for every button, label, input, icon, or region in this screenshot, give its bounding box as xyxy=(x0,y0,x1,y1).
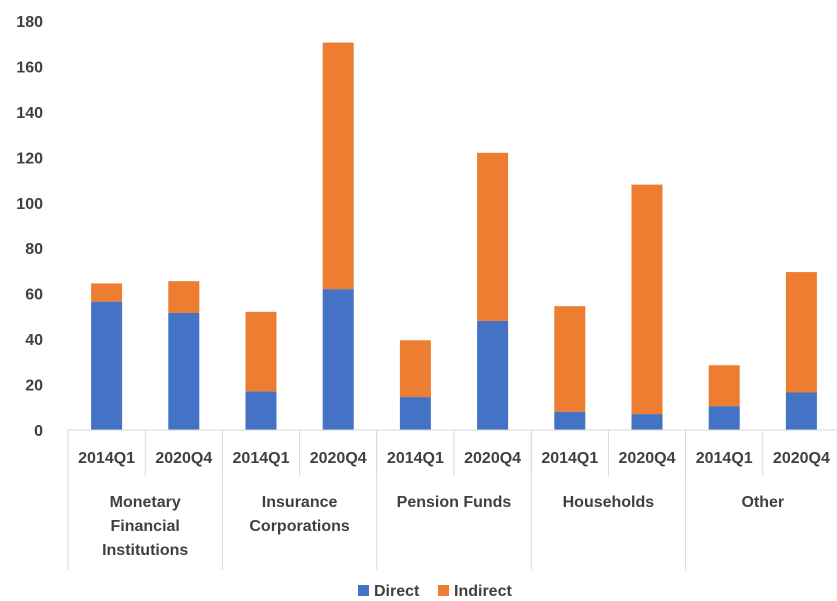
category-label: 2014Q1 xyxy=(387,450,444,467)
group-label: Pension Funds xyxy=(397,494,512,511)
bar-direct-9 xyxy=(785,392,817,430)
bar-direct-6 xyxy=(554,411,586,430)
category-label: 2014Q1 xyxy=(541,450,598,467)
bar-direct-5 xyxy=(477,320,509,430)
y-tick-label: 140 xyxy=(16,105,43,122)
y-tick-label: 160 xyxy=(16,59,43,76)
group-label: Institutions xyxy=(102,542,188,559)
group-label: Monetary xyxy=(110,494,181,511)
group-label: Financial xyxy=(111,518,180,535)
group-label: Households xyxy=(563,494,655,511)
bar-indirect-1 xyxy=(168,281,200,313)
bar-indirect-7 xyxy=(631,184,663,415)
y-axis: 0 20 40 60 80 100 120 140 160 180 xyxy=(16,14,43,440)
bars xyxy=(91,42,817,430)
category-label: 2014Q1 xyxy=(696,450,753,467)
category-label: 2020Q4 xyxy=(155,450,212,467)
y-tick-label: 180 xyxy=(16,14,43,31)
bar-direct-8 xyxy=(708,406,740,430)
y-tick-label: 60 xyxy=(25,287,43,304)
category-label: 2020Q4 xyxy=(310,450,367,467)
y-tick-label: 120 xyxy=(16,150,43,167)
y-tick-label: 80 xyxy=(25,241,43,258)
bar-indirect-2 xyxy=(245,311,277,392)
y-tick-label: 0 xyxy=(34,423,43,440)
bar-direct-4 xyxy=(399,397,431,430)
y-tick-label: 40 xyxy=(25,332,43,349)
category-label: 2014Q1 xyxy=(78,450,135,467)
y-tick-label: 100 xyxy=(16,196,43,213)
category-label: 2020Q4 xyxy=(773,450,830,467)
category-label: 2020Q4 xyxy=(619,450,676,467)
legend-swatch-indirect xyxy=(438,585,449,596)
category-label: 2014Q1 xyxy=(233,450,290,467)
bar-indirect-0 xyxy=(91,283,123,302)
group-label: Insurance xyxy=(262,494,338,511)
bar-direct-1 xyxy=(168,312,200,430)
bar-direct-3 xyxy=(322,289,354,430)
bar-direct-2 xyxy=(245,391,277,430)
group-label: Corporations xyxy=(249,518,350,535)
bar-direct-7 xyxy=(631,414,663,430)
bar-direct-0 xyxy=(91,301,123,430)
bar-indirect-9 xyxy=(785,272,817,393)
legend: Direct Indirect xyxy=(358,583,512,600)
x-axis: 2014Q1 2020Q4 2014Q1 2020Q4 2014Q1 2020Q4 2014… xyxy=(67,429,837,570)
y-tick-label: 20 xyxy=(25,378,43,395)
group-label: Other xyxy=(741,494,784,511)
bar-indirect-3 xyxy=(322,42,354,290)
legend-label-direct: Direct xyxy=(374,583,420,600)
bar-indirect-5 xyxy=(477,152,509,321)
legend-label-indirect: Indirect xyxy=(454,583,512,600)
bar-indirect-6 xyxy=(554,306,586,412)
bar-indirect-8 xyxy=(708,365,740,407)
legend-swatch-direct xyxy=(358,585,369,596)
category-label: 2020Q4 xyxy=(464,450,521,467)
bar-indirect-4 xyxy=(399,340,431,398)
